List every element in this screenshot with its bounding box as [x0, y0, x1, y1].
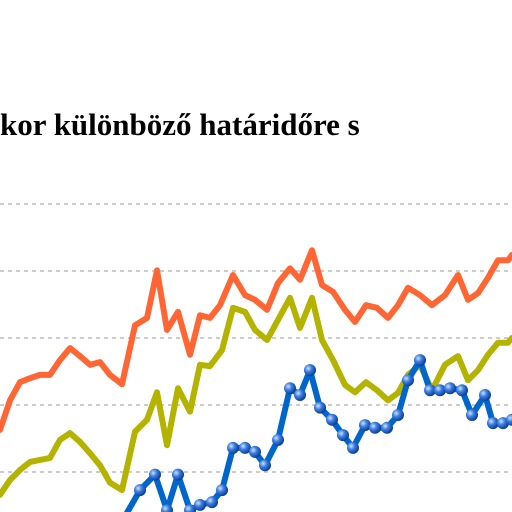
marker: [414, 354, 426, 367]
marker: [227, 441, 239, 454]
marker: [284, 382, 296, 395]
series-line: [0, 294, 512, 498]
plot-area: [0, 247, 512, 512]
marker: [479, 388, 491, 401]
marker: [381, 421, 393, 434]
marker: [497, 417, 509, 430]
marker: [239, 441, 251, 454]
marker: [326, 413, 338, 426]
marker: [184, 504, 196, 512]
marker: [359, 419, 371, 432]
marker: [434, 384, 446, 397]
marker: [294, 388, 306, 401]
marker: [249, 445, 261, 458]
marker: [444, 382, 456, 395]
marker: [161, 504, 173, 512]
marker: [194, 498, 206, 511]
marker: [466, 409, 478, 422]
marker: [347, 441, 359, 454]
marker: [134, 484, 146, 497]
marker: [456, 384, 468, 397]
marker: [314, 401, 326, 414]
marker: [259, 459, 271, 472]
marker: [369, 421, 381, 434]
marker: [272, 433, 284, 446]
marker: [392, 409, 404, 422]
marker: [206, 496, 218, 509]
marker: [304, 364, 316, 377]
marker: [172, 468, 184, 481]
marker: [506, 413, 512, 426]
marker: [216, 484, 228, 497]
series-line: [0, 247, 512, 433]
chart-title: kor különböző határidőre s: [0, 107, 360, 142]
marker: [402, 374, 414, 387]
marker: [149, 468, 161, 481]
marker: [487, 417, 499, 430]
marker: [337, 429, 349, 442]
marker: [424, 384, 436, 397]
grid: [0, 203, 512, 473]
